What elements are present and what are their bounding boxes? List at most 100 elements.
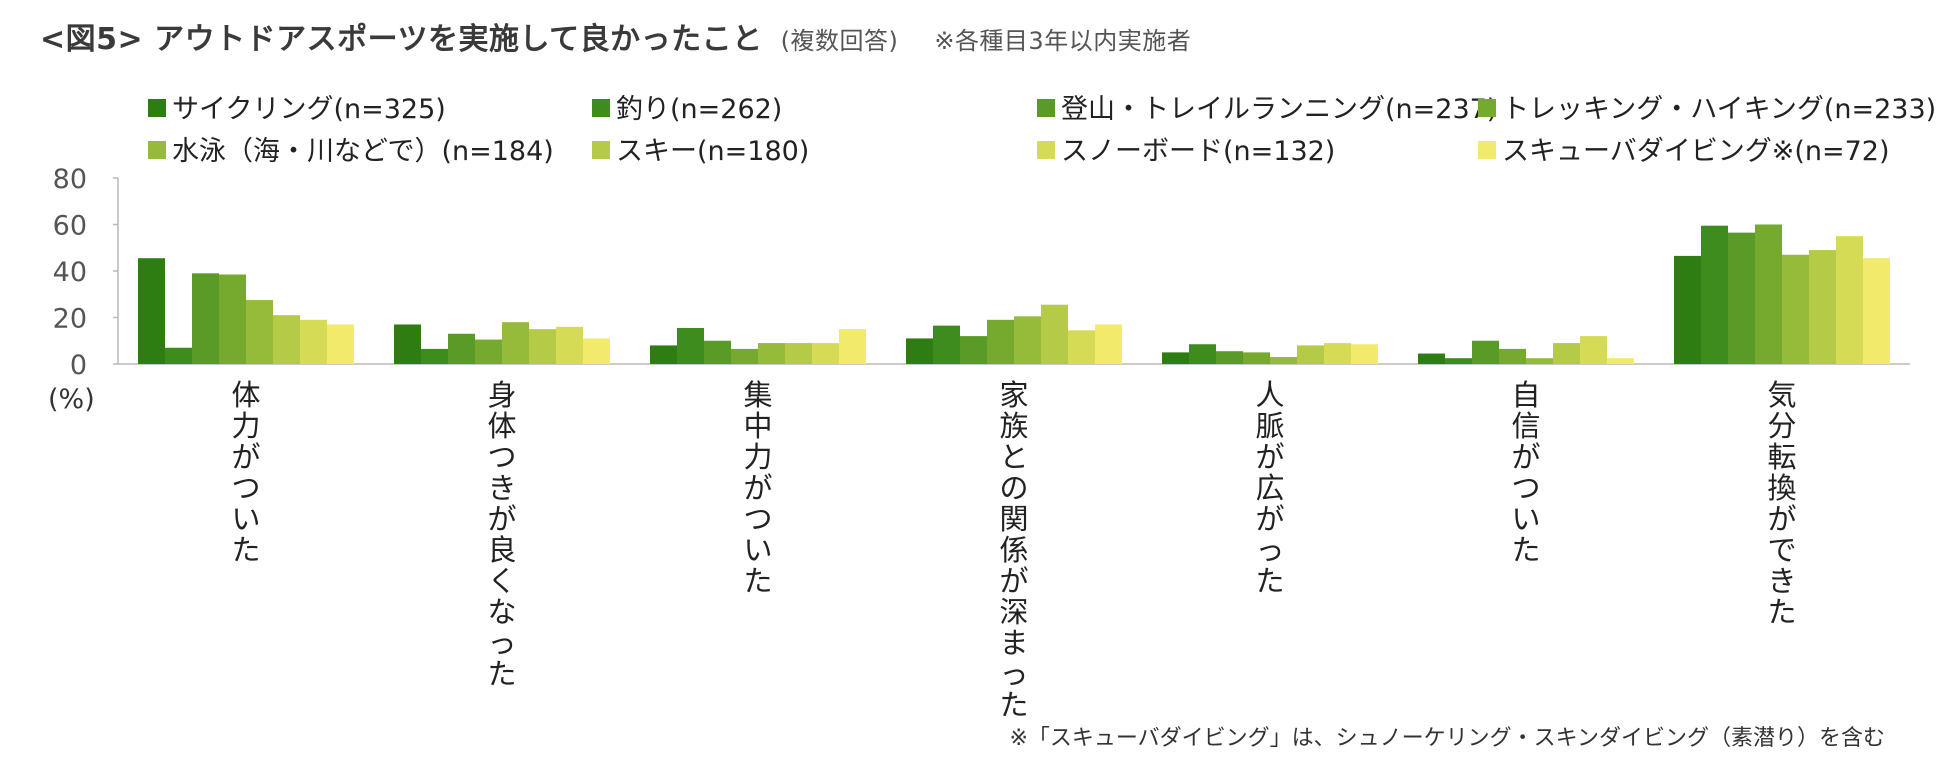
x-category-char: 集 bbox=[743, 378, 772, 412]
bar bbox=[933, 325, 960, 364]
x-category-char: 広 bbox=[1255, 471, 1284, 505]
x-category-char: 家 bbox=[999, 378, 1028, 412]
bar bbox=[1324, 343, 1351, 364]
y-tick-label: 60 bbox=[53, 211, 87, 242]
x-category-char: い bbox=[231, 502, 260, 536]
chart-title: <図5> アウトドアスポーツを実施して良かったこと (複数回答) ※各種目3年以内実… bbox=[40, 14, 1191, 58]
bar bbox=[1351, 344, 1378, 364]
bar bbox=[394, 324, 421, 364]
x-category-char: 良 bbox=[487, 533, 516, 567]
bar bbox=[677, 327, 704, 364]
legend-label: トレッキング・ハイキング(n=233) bbox=[1502, 94, 1936, 125]
legend-label: 水泳（海・川などで）(n=184) bbox=[172, 136, 554, 167]
bar bbox=[1189, 344, 1216, 364]
bar bbox=[1472, 340, 1499, 364]
x-category-char: と bbox=[999, 440, 1028, 474]
x-category-char: 力 bbox=[231, 409, 260, 443]
x-category-char: つ bbox=[1511, 471, 1540, 505]
bar bbox=[165, 347, 192, 364]
bar bbox=[219, 274, 246, 364]
legend-swatch bbox=[592, 141, 610, 159]
bar bbox=[1580, 336, 1607, 364]
x-category-char: が bbox=[1511, 440, 1540, 474]
chart-title-text: <図5> アウトドアスポーツを実施して良かったこと bbox=[40, 22, 763, 57]
bar bbox=[650, 345, 677, 364]
x-category-char: で bbox=[1767, 533, 1796, 567]
x-category-char: き bbox=[1767, 564, 1796, 598]
footnote: ※「スキューバダイビング」は、シュノーケリング・スキンダイビング（素潜り）を含む bbox=[1009, 726, 1885, 751]
x-category-char: た bbox=[1255, 564, 1284, 598]
bar bbox=[1755, 224, 1782, 364]
legend-label: サイクリング(n=325) bbox=[172, 94, 446, 125]
bar bbox=[1607, 358, 1634, 364]
x-category-char: が bbox=[231, 440, 260, 474]
legend-label: スキューバダイビング※(n=72) bbox=[1502, 136, 1890, 167]
bar bbox=[839, 329, 866, 364]
x-category-char: き bbox=[487, 471, 516, 505]
x-category-char: い bbox=[1511, 502, 1540, 536]
bar bbox=[1782, 254, 1809, 364]
x-category-char: 自 bbox=[1511, 378, 1540, 412]
x-category-char: 族 bbox=[999, 409, 1028, 443]
bar bbox=[812, 343, 839, 364]
x-category-char: 転 bbox=[1767, 440, 1796, 474]
x-category-char: っ bbox=[487, 626, 516, 660]
y-tick-label: 80 bbox=[53, 164, 87, 195]
bar bbox=[138, 258, 165, 364]
x-category-label: 気分転換ができた bbox=[1767, 378, 1796, 629]
x-category-char: た bbox=[487, 657, 516, 691]
bar bbox=[1243, 352, 1270, 364]
bar bbox=[1445, 358, 1472, 364]
x-category-char: 体 bbox=[231, 378, 260, 412]
x-category-label: 体力がついた bbox=[231, 378, 260, 567]
bar bbox=[246, 300, 273, 364]
bar bbox=[1526, 358, 1553, 364]
legend-swatch bbox=[592, 99, 610, 117]
x-category-char: が bbox=[1767, 502, 1796, 536]
x-category-char: 人 bbox=[1255, 378, 1284, 412]
x-category-char: 分 bbox=[1767, 409, 1796, 443]
bar bbox=[1728, 232, 1755, 364]
legend-label: 釣り(n=262) bbox=[616, 94, 782, 125]
x-category-label: 自信がついた bbox=[1511, 378, 1540, 567]
legend-swatch bbox=[148, 99, 166, 117]
bar bbox=[192, 273, 219, 364]
bar bbox=[1701, 225, 1728, 364]
bar bbox=[960, 336, 987, 364]
x-category-char: 関 bbox=[999, 502, 1028, 536]
x-category-char: が bbox=[743, 471, 772, 505]
bar bbox=[1836, 236, 1863, 364]
bar bbox=[273, 315, 300, 364]
bar bbox=[1095, 324, 1122, 364]
bar bbox=[1162, 352, 1189, 364]
y-tick-label: 40 bbox=[53, 257, 87, 288]
bar bbox=[758, 343, 785, 364]
x-category-label: 集中力がついた bbox=[743, 378, 772, 598]
x-category-char: い bbox=[743, 533, 772, 567]
x-category-char: 信 bbox=[1511, 409, 1540, 443]
x-category-label: 家族との関係が深まった bbox=[999, 378, 1028, 722]
x-category-char: が bbox=[1255, 502, 1284, 536]
x-category-label: 身体つきが良くなった bbox=[487, 378, 516, 691]
bar bbox=[1499, 348, 1526, 364]
legend-label: スキー(n=180) bbox=[616, 136, 809, 167]
chart-note: ※各種目3年以内実施者 bbox=[934, 27, 1192, 55]
bar bbox=[1418, 353, 1445, 364]
y-axis-label: (%) bbox=[48, 384, 95, 415]
bar bbox=[1014, 316, 1041, 364]
legend-label: スノーボード(n=132) bbox=[1061, 136, 1335, 167]
bar bbox=[1809, 250, 1836, 364]
x-category-char: な bbox=[487, 595, 516, 629]
bar bbox=[704, 340, 731, 364]
x-category-char: 力 bbox=[743, 440, 772, 474]
x-category-char: が bbox=[999, 564, 1028, 598]
x-category-char: っ bbox=[1255, 533, 1284, 567]
bar bbox=[1674, 255, 1701, 364]
bar bbox=[300, 319, 327, 364]
x-category-char: く bbox=[487, 564, 516, 598]
legend-swatch bbox=[1037, 141, 1055, 159]
bar bbox=[448, 333, 475, 364]
x-category-char: 身 bbox=[487, 378, 516, 412]
x-category-char: の bbox=[999, 471, 1028, 505]
